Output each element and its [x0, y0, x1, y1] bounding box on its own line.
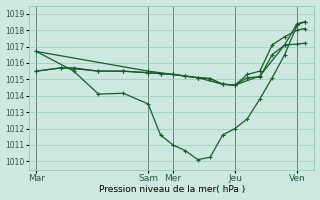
X-axis label: Pression niveau de la mer( hPa ): Pression niveau de la mer( hPa ): [99, 185, 245, 194]
